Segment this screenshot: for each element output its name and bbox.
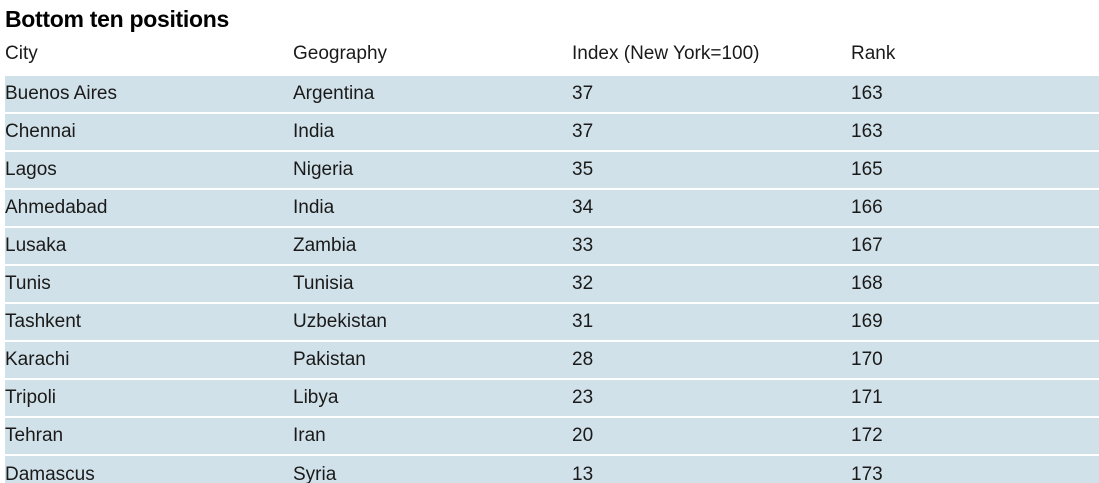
cell-geography: Pakistan: [293, 349, 366, 370]
cell-geography: Tunisia: [293, 273, 354, 294]
cell-index: 20: [572, 425, 594, 446]
table-row: Tunis Tunisia 32 168: [5, 265, 1099, 303]
table-row: Damascus Syria 13 173: [5, 455, 1099, 483]
table-row: Ahmedabad India 34 166: [5, 189, 1099, 227]
cell-rank: 169: [851, 311, 883, 332]
page-title: Bottom ten positions: [5, 6, 229, 32]
cell-city: Lagos: [5, 159, 57, 180]
table-row: Chennai India 37 163: [5, 113, 1099, 151]
cell-index: 23: [572, 387, 594, 408]
cell-index: 33: [572, 235, 594, 256]
table-row: Tripoli Libya 23 171: [5, 379, 1099, 417]
cell-index: 28: [572, 349, 594, 370]
table-row: Lusaka Zambia 33 167: [5, 227, 1099, 265]
cell-geography: India: [293, 197, 335, 218]
column-header-city: City: [5, 43, 38, 64]
cell-rank: 166: [851, 197, 883, 218]
cell-index: 35: [572, 159, 594, 180]
cell-rank: 173: [851, 463, 883, 483]
cell-rank: 171: [851, 387, 883, 408]
table-header-row: City Geography Index (New York=100) Rank: [5, 32, 1099, 75]
cell-rank: 168: [851, 273, 883, 294]
cell-index: 37: [572, 121, 594, 142]
cell-rank: 163: [851, 83, 883, 104]
cell-city: Tunis: [5, 273, 51, 294]
cell-geography: Iran: [293, 425, 326, 446]
cell-city: Damascus: [5, 463, 95, 483]
cell-city: Buenos Aires: [5, 83, 117, 104]
cell-geography: Zambia: [293, 235, 357, 256]
cell-geography: Argentina: [293, 83, 375, 104]
cell-index: 32: [572, 273, 594, 294]
table-row: Buenos Aires Argentina 37 163: [5, 75, 1099, 113]
cell-city: Karachi: [5, 349, 70, 370]
table-row: Tashkent Uzbekistan 31 169: [5, 303, 1099, 341]
cell-geography: Uzbekistan: [293, 311, 387, 332]
cell-city: Chennai: [5, 121, 76, 142]
cell-rank: 167: [851, 235, 883, 256]
cell-rank: 170: [851, 349, 883, 370]
cell-city: Tehran: [5, 425, 64, 446]
table-row: Tehran Iran 20 172: [5, 417, 1099, 455]
cell-index: 37: [572, 83, 594, 104]
cell-geography: Nigeria: [293, 159, 354, 180]
cell-geography: Libya: [293, 387, 339, 408]
cell-index: 34: [572, 197, 594, 218]
cell-city: Ahmedabad: [5, 197, 108, 218]
column-header-geography: Geography: [293, 43, 388, 64]
data-table: City Geography Index (New York=100) Rank…: [5, 32, 1099, 483]
cell-city: Tashkent: [5, 311, 82, 332]
cell-index: 13: [572, 463, 594, 483]
column-header-index: Index (New York=100): [572, 43, 760, 64]
cell-city: Tripoli: [5, 387, 57, 408]
cell-index: 31: [572, 311, 594, 332]
cell-rank: 165: [851, 159, 883, 180]
cell-geography: Syria: [293, 463, 337, 483]
cell-rank: 163: [851, 121, 883, 142]
table-row: Karachi Pakistan 28 170: [5, 341, 1099, 379]
cell-city: Lusaka: [5, 235, 67, 256]
cell-geography: India: [293, 121, 335, 142]
column-header-rank: Rank: [851, 43, 896, 64]
cell-rank: 172: [851, 425, 883, 446]
table-row: Lagos Nigeria 35 165: [5, 151, 1099, 189]
